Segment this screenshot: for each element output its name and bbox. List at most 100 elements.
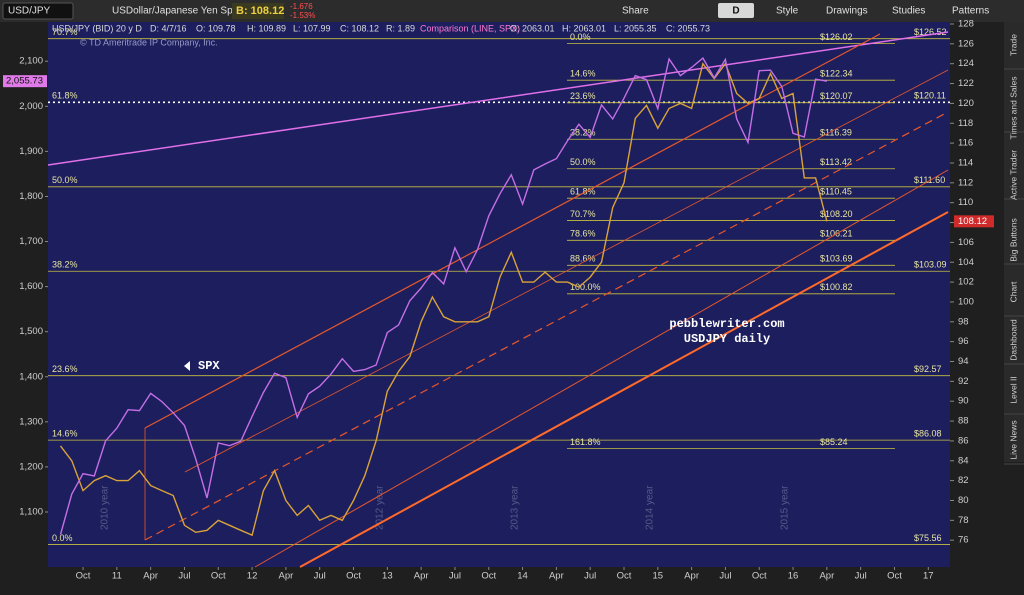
side-tab[interactable]: Dashboard — [1008, 319, 1018, 361]
year-mark: 2010 year — [100, 485, 111, 530]
fib-pct-label: 70.7% — [570, 209, 596, 219]
patterns-button[interactable]: Patterns — [952, 6, 989, 17]
side-tab[interactable]: Trade — [1008, 34, 1018, 56]
y-tick-label: 1,800 — [19, 191, 43, 202]
fib-price-label: $122.34 — [820, 69, 853, 79]
x-tick-label: 16 — [788, 571, 799, 582]
last-price-badge — [954, 215, 994, 228]
fib-price-label: $110.45 — [820, 187, 852, 197]
y-tick-label: 2,100 — [19, 56, 43, 67]
y2-tick-label: 80 — [958, 495, 969, 506]
side-tab[interactable]: Active Trader — [1008, 150, 1018, 200]
fib-price-label: $113.42 — [820, 157, 852, 167]
annotation: pebblewriter.com — [669, 317, 784, 331]
y2-tick-label: 112 — [958, 177, 973, 188]
x-tick-label: Apr — [143, 571, 158, 582]
side-tab[interactable]: Times and Sales — [1008, 77, 1018, 140]
y-tick-label: 2,000 — [19, 101, 43, 112]
channel-line — [254, 169, 949, 568]
bid: B: 108.12 — [236, 5, 284, 17]
fib-price-label: $86.08 — [914, 429, 942, 439]
fib-pct-label: 14.6% — [570, 69, 596, 79]
cmp-close: C: 2055.73 — [666, 23, 710, 33]
fib-pct-label: 61.8% — [52, 91, 78, 101]
x-tick-label: Oct — [481, 571, 496, 582]
x-tick-label: 17 — [923, 571, 934, 582]
side-tab[interactable]: Level II — [1008, 376, 1018, 403]
y2-tick-label: 98 — [958, 316, 969, 327]
y2-tick-label: 126 — [958, 38, 974, 49]
side-tab[interactable]: Big Buttons — [1008, 218, 1018, 261]
fib-price-label: $126.52 — [914, 27, 947, 37]
fib-price-label: $120.07 — [820, 91, 853, 101]
y2-tick-label: 116 — [958, 138, 973, 149]
info-date: D: 4/7/16 — [150, 23, 187, 33]
x-tick-label: Oct — [346, 571, 361, 582]
style-button[interactable]: Style — [776, 6, 799, 17]
price-line — [59, 62, 828, 537]
share-button[interactable]: Share — [622, 6, 649, 17]
fib-price-label: $100.82 — [820, 282, 853, 292]
y-tick-label: 1,700 — [19, 236, 43, 247]
y2-tick-label: 118 — [958, 118, 973, 129]
aggregation-box[interactable] — [718, 3, 754, 18]
y2-tick-label: 90 — [958, 396, 969, 407]
y2-tick-label: 84 — [958, 455, 969, 466]
x-tick-label: Jul — [178, 571, 190, 582]
fib-pct-label: 23.6% — [52, 364, 78, 374]
symbol[interactable]: USD/JPY — [8, 6, 51, 17]
annotation: USDJPY daily — [684, 332, 770, 346]
fib-pct-label: 61.8% — [570, 187, 596, 197]
year-mark: 2012 year — [375, 485, 386, 530]
x-tick-label: Jul — [719, 571, 731, 582]
x-tick-label: Oct — [752, 571, 767, 582]
cmp-high: H: 2063.01 — [562, 23, 606, 33]
aggregation[interactable]: D — [732, 6, 739, 17]
side-tab[interactable]: Live News — [1008, 420, 1018, 459]
fib-price-label: $120.11 — [914, 91, 946, 101]
y2-tick-label: 96 — [958, 336, 969, 347]
chart-symbol: USD/JPY (BID) 20 y D — [52, 23, 142, 33]
y-tick-label: 1,300 — [19, 416, 43, 427]
x-tick-label: Jul — [855, 571, 867, 582]
year-mark: 2014 year — [645, 485, 656, 530]
fib-pct-label: 50.0% — [52, 175, 78, 185]
x-tick-label: 11 — [112, 571, 122, 582]
bid-box — [232, 3, 284, 19]
y2-tick-label: 114 — [958, 157, 973, 168]
symbol-box[interactable] — [2, 2, 74, 20]
fib-pct-label: 161.8% — [570, 437, 601, 447]
x-tick-label: Jul — [584, 571, 596, 582]
channel-line — [299, 211, 949, 568]
y2-tick-label: 110 — [958, 197, 973, 208]
cmp-low: L: 2055.35 — [614, 23, 657, 33]
y-tick-label: 1,200 — [19, 461, 43, 472]
price-line — [59, 57, 828, 535]
trend-channels — [47, 31, 949, 568]
last-price-label: 108.12 — [958, 216, 987, 227]
y2-tick-label: 122 — [958, 78, 974, 89]
fib-pct-label: 23.6% — [570, 91, 596, 101]
fib-pct-label: 100.0% — [570, 282, 601, 292]
annotation-arrow — [184, 361, 190, 371]
drawings-button[interactable]: Drawings — [826, 6, 868, 17]
side-tab[interactable]: Chart — [1008, 281, 1018, 302]
info-open: O: 109.78 — [196, 23, 236, 33]
x-tick-label: 13 — [382, 571, 393, 582]
y-tick-label: 1,600 — [19, 281, 43, 292]
x-tick-label: Oct — [211, 571, 226, 582]
year-mark: 2013 year — [510, 485, 521, 530]
info-high: H: 109.89 — [247, 23, 286, 33]
channel-line — [144, 111, 949, 541]
last-price-badge — [3, 75, 47, 88]
channel-line — [184, 69, 949, 473]
studies-button[interactable]: Studies — [892, 6, 925, 17]
comparison: Comparison (LINE, SPX) — [420, 23, 520, 33]
description: USDollar/Japanese Yen Spot — [112, 6, 241, 17]
x-tick-label: Oct — [887, 571, 902, 582]
x-tick-label: Oct — [76, 571, 91, 582]
trend-line — [47, 31, 949, 166]
fib-pct-label: 14.6% — [52, 429, 78, 439]
y-tick-label: 1,500 — [19, 326, 43, 337]
